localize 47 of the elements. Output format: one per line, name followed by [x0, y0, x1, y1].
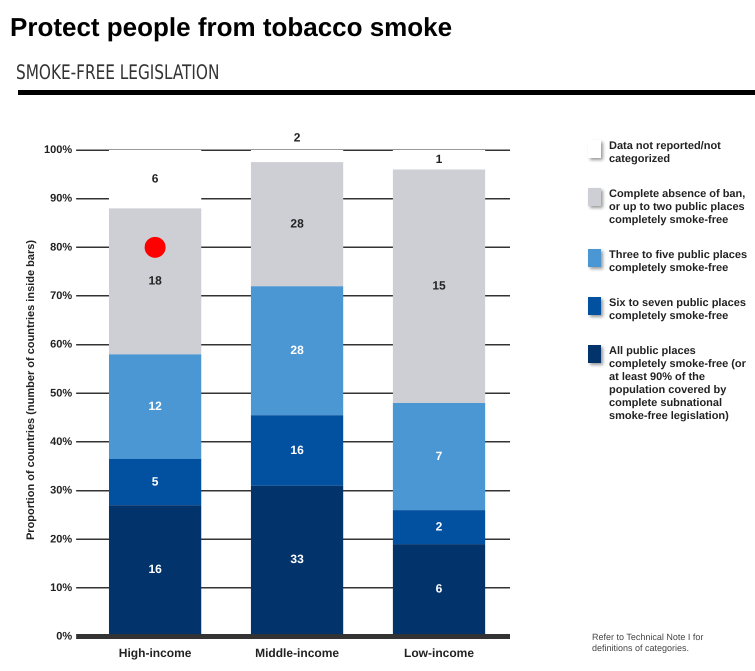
bar	[108, 458, 202, 506]
annotation: 2	[436, 519, 443, 534]
annotation: 28	[290, 343, 304, 358]
annotation: 6	[152, 172, 159, 186]
y-tick-label: 70%	[50, 290, 72, 302]
bar	[108, 354, 202, 459]
y-tick-label: 0%	[56, 630, 72, 643]
bar	[392, 510, 486, 544]
x-tick-label: High-income	[118, 646, 192, 660]
y-tick-label: 60%	[50, 338, 72, 351]
bar	[250, 415, 344, 486]
y-tick-label: 10%	[50, 582, 72, 594]
y-tick-label: 30%	[50, 484, 72, 497]
y-axis-title: Proportion of countries (number of countries inside bars)	[25, 240, 37, 540]
annotation: 16	[148, 562, 162, 576]
y-tick-label: 20%	[50, 533, 72, 546]
bar	[392, 169, 486, 404]
y-tick-label: 50%	[50, 387, 72, 400]
legend-label: Three to five public places completely smoke-free	[609, 249, 748, 275]
x-tick-label: Low-income	[404, 646, 474, 660]
y-tick-label: 90%	[50, 192, 72, 205]
annotation: 16	[290, 442, 304, 457]
bar	[250, 286, 344, 416]
text: Refer to Technical Note I for definitions of categories.	[592, 632, 704, 654]
annotation: 12	[148, 398, 162, 413]
y-tick-label: 100%	[44, 144, 72, 156]
legend-label: Data not reported/not categorized	[609, 140, 722, 166]
annotation: 18	[148, 274, 162, 288]
y-tick-label: 40%	[50, 436, 72, 448]
legend-label: Complete absence of ban, or up to two public places completely smoke-free	[609, 188, 746, 227]
bar	[392, 403, 486, 510]
bar	[250, 162, 344, 286]
annotation: 7	[436, 448, 443, 463]
annotation: 1	[436, 152, 443, 166]
annotation: 33	[290, 552, 304, 566]
annotation: 6	[436, 581, 443, 596]
x-tick-label: Middle-income	[255, 646, 340, 660]
chart-title: Protect people from tobacco smoke	[10, 12, 452, 43]
bar	[108, 208, 202, 354]
annotation: 5	[152, 474, 159, 488]
legend-label: Six to seven public places completely smoke-free	[609, 297, 747, 323]
annotation: 28	[290, 216, 304, 231]
text: 2	[294, 130, 301, 144]
annotation: 15	[432, 278, 446, 293]
chart-subtitle: SMOKE-FREE LEGISLATION	[16, 60, 220, 84]
y-tick-label: 80%	[50, 241, 72, 254]
legend-label: All public places completely smoke-free (or at least 90% of the population covered by complete subnational smoke-free legislation)	[609, 345, 747, 423]
